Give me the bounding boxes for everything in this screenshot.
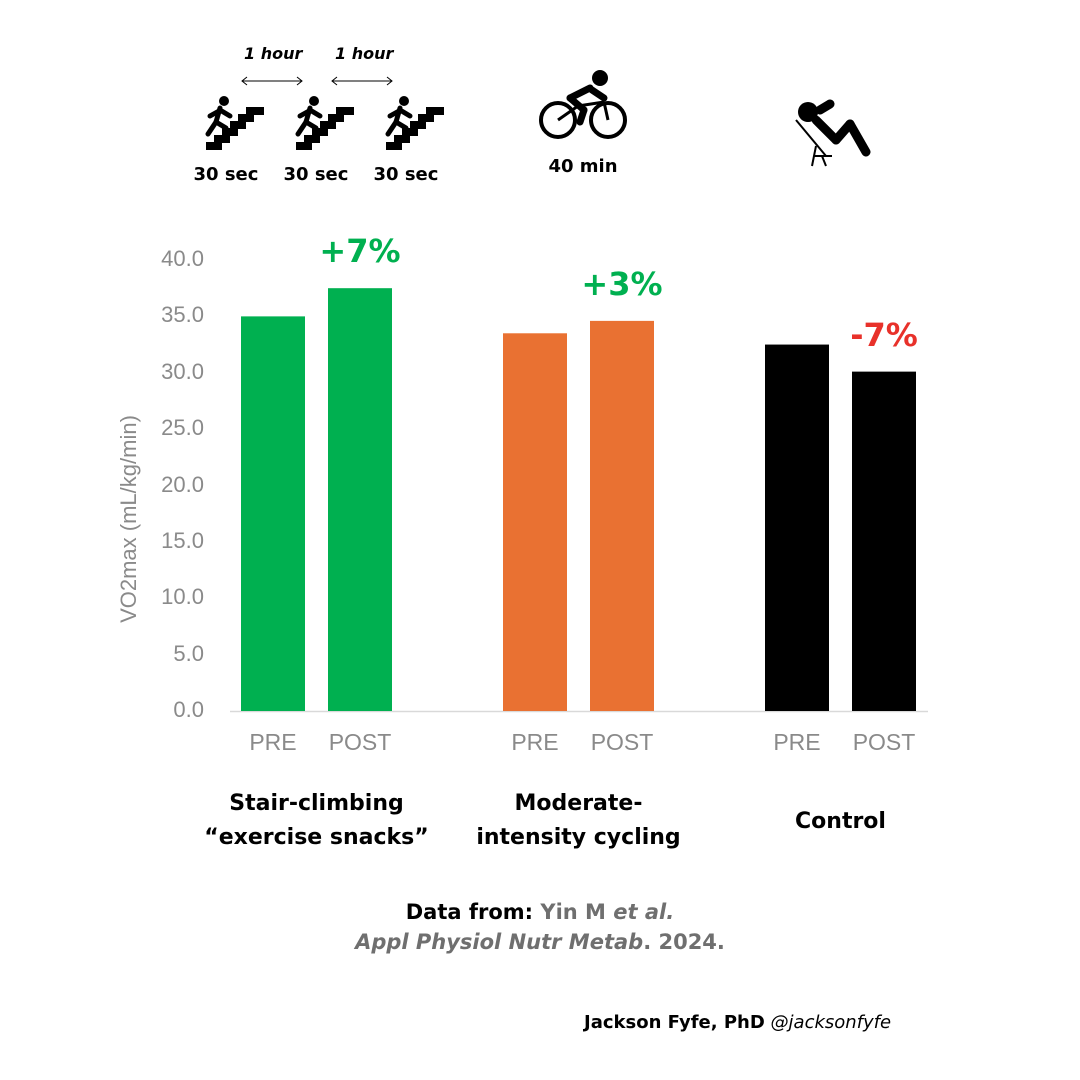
cycling-duration-label: 40 min [548,156,618,177]
interval-label-2: 1 hour [335,44,394,63]
author-handle: @jacksonfyfe [770,1012,892,1033]
group-label-line: “exercise snacks” [204,825,429,850]
x-category-label: PRE [249,729,297,755]
stair-climbing-icon [295,96,354,150]
bar-pre [503,333,567,711]
citation-year: . 2024. [643,930,725,954]
author-credit: Jackson Fyfe, PhD @jacksonfyfe [584,1012,891,1033]
change-label: +7% [319,232,401,271]
bar-post [590,320,654,711]
author-name: Jackson Fyfe, PhD [584,1012,765,1033]
citation-authors: Yin M [540,900,606,924]
interval-label-1: 1 hour [244,44,303,63]
citation-etal: et al. [613,900,675,924]
group-label: Stair-climbing “exercise snacks” [177,787,457,855]
y-tick-label: 25.0 [161,415,204,441]
reclining-person-icon [795,99,871,167]
change-label: -7% [850,315,918,354]
bout-label-3: 30 sec [373,164,439,185]
x-category-label: POST [590,729,654,755]
citation-journal: Appl Physiol Nutr Metab [355,930,644,954]
bar-post [328,288,392,711]
group-label: Moderate-intensity cycling [439,787,719,855]
y-tick-label: 15.0 [161,527,204,553]
group-label: Control [701,805,981,839]
bars-area [230,288,928,713]
citation: Data from: Yin M et al. Appl Physiol Nut… [240,900,840,954]
y-tick-label: 40.0 [161,246,204,271]
y-tick-label: 30.0 [161,358,204,384]
bar-pre [765,344,829,711]
bar-pre [241,316,305,711]
group-label-line: intensity cycling [476,825,681,850]
x-category-label: POST [328,729,392,755]
y-tick-label: 10.0 [161,584,204,610]
stair-climbing-icon [385,96,444,150]
cycling-icon [539,70,627,139]
y-tick-label: 20.0 [161,471,204,497]
change-label: +3% [581,264,663,303]
group-label-line: Control [795,809,886,834]
bar-post [852,371,916,711]
group-label-line: Moderate- [514,791,643,816]
interval-arrows [241,76,393,86]
x-category-label: PRE [511,729,559,755]
y-tick-label: 35.0 [161,302,204,328]
bout-label-1: 30 sec [193,164,259,185]
citation-prefix: Data from: [405,900,534,924]
stair-climbing-icon [205,96,264,150]
x-category-label: POST [852,729,916,755]
y-tick-label: 5.0 [173,640,204,666]
y-tick-label: 0.0 [173,697,204,722]
bout-label-2: 30 sec [283,164,349,185]
group-label-line: Stair-climbing [229,791,404,816]
x-category-label: PRE [773,729,821,755]
